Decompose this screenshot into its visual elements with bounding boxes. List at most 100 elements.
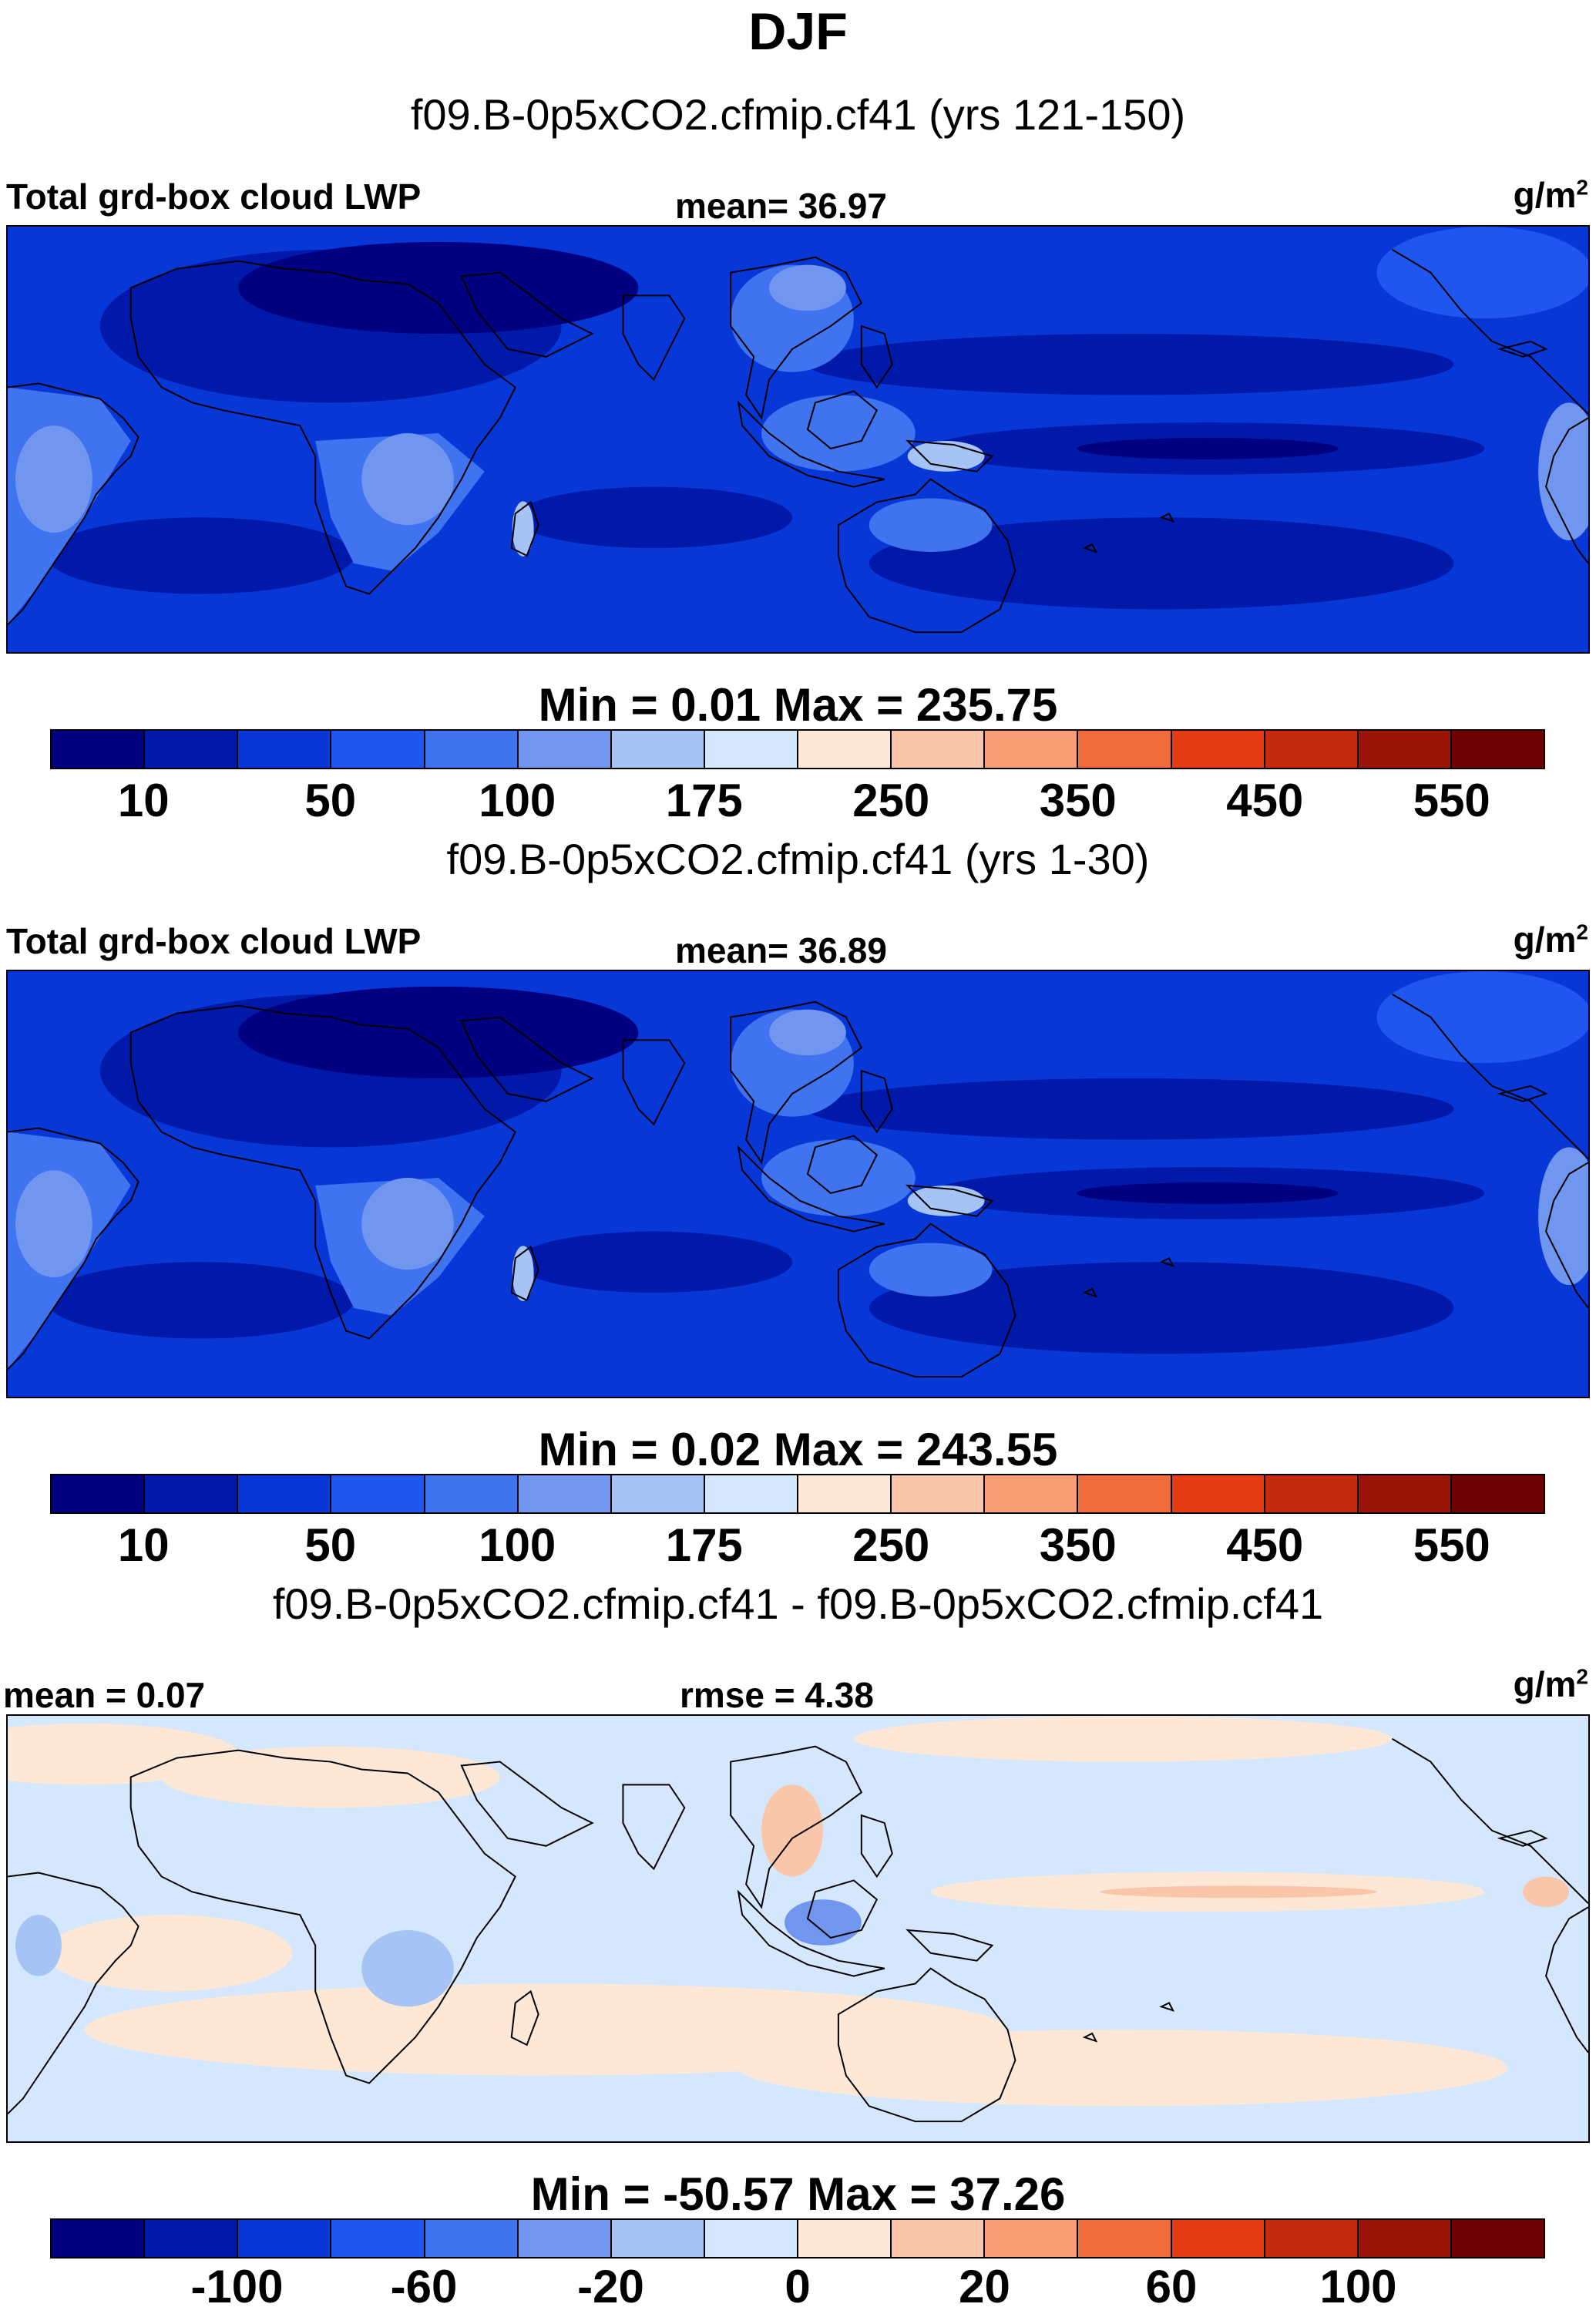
- arabia-low-lwp-region: [238, 241, 639, 334]
- coastline: [837, 1967, 1016, 2123]
- colorbar-swatch: [892, 1475, 986, 1512]
- colorbar-swatch: [238, 731, 332, 768]
- colorbar-swatch: [892, 2220, 986, 2257]
- coastline: [622, 1039, 686, 1126]
- panel-2-variable-label: Total grd-box cloud LWP: [6, 921, 422, 961]
- colorbar-swatch: [704, 1475, 798, 1512]
- coastline: [622, 294, 686, 382]
- north-australia-field: [869, 1243, 993, 1297]
- colorbar-swatch: [1451, 1475, 1544, 1512]
- colorbar-swatch: [611, 1475, 705, 1512]
- south-pacific-dry-region: [869, 517, 1454, 610]
- panel-3-units: g/m2: [1513, 1664, 1588, 1704]
- colorbar-swatch: [985, 2220, 1079, 2257]
- colorbar-swatch: [985, 1475, 1079, 1512]
- colorbar-swatch: [1358, 2220, 1452, 2257]
- colorbar-swatch: [985, 731, 1079, 768]
- panel-3-rmse-label: rmse = 4.38: [680, 1675, 874, 1715]
- coastline: [1497, 1085, 1548, 1102]
- panel-2-colorbar-ticks: 10 50 100 175 250 350 450 550: [50, 1519, 1545, 1572]
- colorbar-swatch: [1078, 731, 1172, 768]
- coastline: [1497, 1829, 1548, 1847]
- panel-1-subtitle: f09.B-0p5xCO2.cfmip.cf41 (yrs 121-150): [410, 90, 1186, 139]
- colorbar-swatch: [238, 2220, 332, 2257]
- diff-positive-southern-band: [738, 2030, 1508, 2107]
- coastline: [1545, 1906, 1588, 2053]
- colorbar-swatch: [1171, 1475, 1265, 1512]
- south-atlantic-dry-region: [45, 1262, 354, 1339]
- colorbar-tick-label: -60: [390, 2261, 458, 2312]
- madagascar-field: [512, 501, 534, 557]
- colorbar-swatch: [518, 2220, 612, 2257]
- colorbar-swatch: [1078, 2220, 1172, 2257]
- arabia-low-lwp-region: [238, 986, 639, 1078]
- amazon-high-lwp: [15, 425, 92, 533]
- coastline: [1159, 512, 1175, 523]
- pacific-dry-band: [807, 333, 1454, 395]
- colorbar-swatch: [1358, 731, 1452, 768]
- indian-ocean-dry-region: [515, 486, 793, 548]
- pacific-dry-band: [807, 1078, 1454, 1140]
- panel-2-units: g/m2: [1513, 920, 1588, 960]
- coastline: [906, 1184, 994, 1217]
- coastline: [1082, 1287, 1098, 1298]
- colorbar-tick-label: 10: [117, 1519, 170, 1571]
- coastline: [730, 1745, 863, 1909]
- colorbar-swatch: [892, 731, 986, 768]
- coastline: [1082, 543, 1098, 553]
- panel-2-mean-label: mean= 36.89: [675, 930, 887, 970]
- panel-3-colorbar: [50, 2218, 1545, 2259]
- central-africa-high-lwp: [361, 1178, 454, 1270]
- colorbar-swatch: [611, 731, 705, 768]
- coastline: [1159, 1256, 1175, 1267]
- diff-positive-east-asia: [761, 1784, 823, 1877]
- coastline: [837, 478, 1016, 634]
- colorbar-swatch: [798, 1475, 892, 1512]
- coastline: [1545, 1162, 1588, 1309]
- colorbar-tick-label: 250: [852, 775, 930, 826]
- diff-positive-region: [853, 1716, 1393, 1762]
- colorbar-tick-label: -100: [190, 2261, 284, 2312]
- colorbar-tick-label: 20: [959, 2261, 1010, 2312]
- coastline: [8, 1127, 139, 1370]
- coastline: [860, 325, 893, 389]
- colorbar-tick-label: 100: [479, 775, 556, 826]
- coastline: [8, 382, 139, 625]
- east-asia-high-lwp: [769, 264, 846, 311]
- east-asia-high-lwp: [769, 1009, 846, 1056]
- colorbar-tick-label: 450: [1226, 775, 1304, 826]
- coastline: [1391, 1737, 1588, 1904]
- colorbar-swatch: [518, 731, 612, 768]
- colorbar-tick-label: 60: [1145, 2261, 1198, 2312]
- colorbar-swatch: [1171, 2220, 1265, 2257]
- panel-2-subtitle: f09.B-0p5xCO2.cfmip.cf41 (yrs 1-30): [446, 835, 1150, 883]
- colorbar-tick-label: 550: [1413, 775, 1490, 826]
- colorbar-tick-label: 350: [1039, 775, 1117, 826]
- colorbar-tick-label: 10: [117, 775, 170, 826]
- coastline: [860, 1814, 893, 1878]
- north-pacific-storm-track: [1376, 227, 1588, 319]
- colorbar-tick-label: 0: [785, 2261, 811, 2312]
- panel-1-units: g/m2: [1513, 175, 1588, 215]
- figure-title: DJF: [748, 2, 848, 61]
- panel-1-map: [6, 225, 1590, 654]
- coastline: [1497, 340, 1548, 358]
- diff-negative-maritime: [785, 1899, 862, 1946]
- panel-1-variable-label: Total grd-box cloud LWP: [6, 177, 422, 217]
- colorbar-swatch: [331, 1475, 425, 1512]
- panel-2-colorbar: [50, 1474, 1545, 1514]
- coastline: [129, 1004, 516, 1340]
- coastline: [510, 1989, 539, 2047]
- north-australia-field: [869, 498, 993, 552]
- colorbar-swatch: [798, 2220, 892, 2257]
- coastline: [129, 260, 516, 595]
- colorbar-swatch: [425, 731, 519, 768]
- colorbar-swatch: [238, 1475, 332, 1512]
- panel-3-subtitle: f09.B-0p5xCO2.cfmip.cf41 - f09.B-0p5xCO2…: [272, 1579, 1324, 1628]
- colorbar-swatch: [704, 731, 798, 768]
- coastline: [737, 1889, 885, 1977]
- colorbar-tick-label: 100: [1319, 2261, 1397, 2312]
- colorbar-swatch: [611, 2220, 705, 2257]
- colorbar-swatch: [798, 731, 892, 768]
- colorbar-tick-label: 350: [1039, 1519, 1117, 1571]
